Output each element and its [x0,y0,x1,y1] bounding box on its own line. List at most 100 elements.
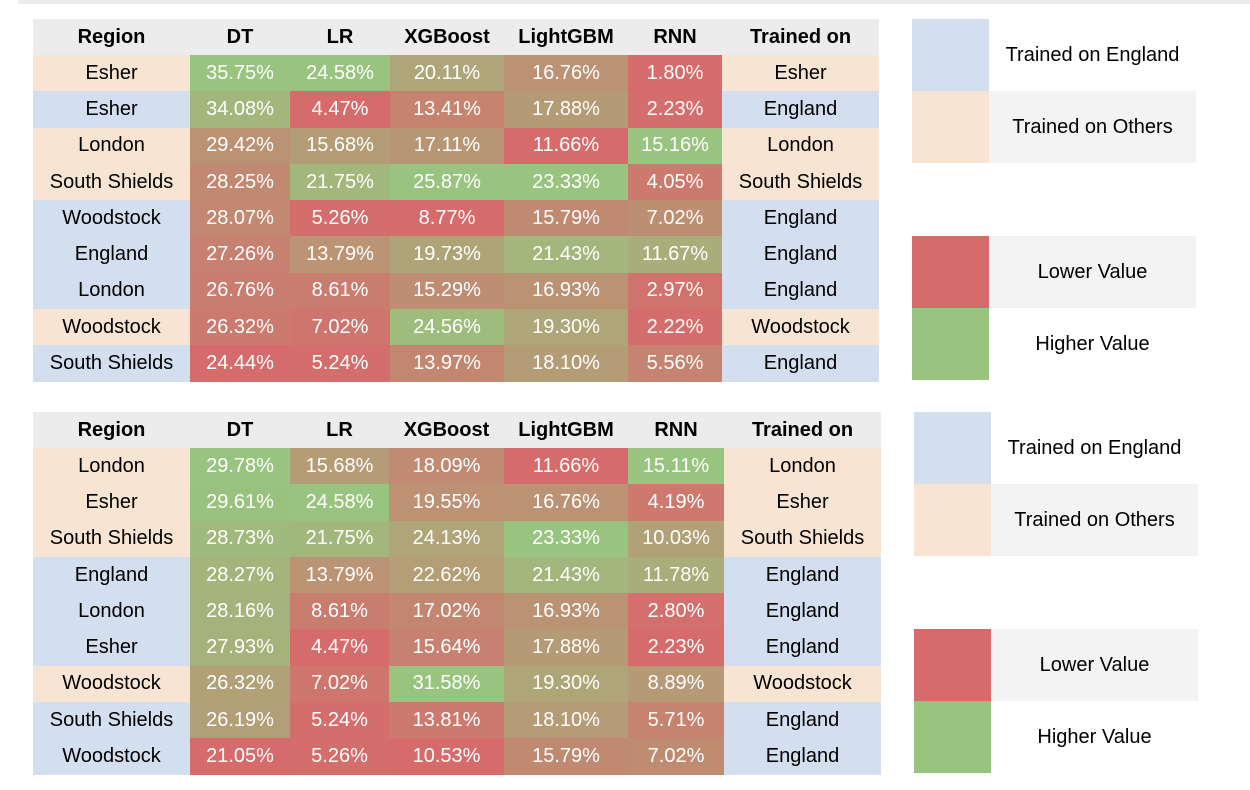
lightgbm-cell: 23.33% [504,520,628,557]
region-cell: Woodstock [33,309,190,346]
rnn-cell: 2.23% [628,91,722,128]
col-header-dt: DT [190,412,290,448]
region-cell: Woodstock [33,665,190,703]
lr-cell: 7.02% [290,665,389,703]
col-header-trained-on: Trained on [722,19,879,55]
region-cell: Esher [33,629,190,666]
table-row: Esher 27.93% 4.47% 15.64% 17.88% 2.23% England [33,629,881,666]
lr-cell: 8.61% [290,593,389,630]
col-header-lr: LR [290,412,389,448]
legend-item-others: Trained on Others [912,91,1196,163]
region-cell: England [33,236,190,273]
table-row: Woodstock 21.05% 5.26% 10.53% 15.79% 7.02% Eng… [33,738,881,775]
rnn-cell: 5.71% [628,702,724,739]
trained-on-cell: England [724,556,881,594]
col-header-rnn: RNN [628,19,722,55]
region-cell: London [33,127,190,164]
table-row: Woodstock 26.32% 7.02% 24.56% 19.30% 2.22% Woo… [33,309,879,346]
dt-cell: 24.44% [190,345,290,382]
lightgbm-cell: 15.79% [504,200,628,237]
dt-cell: 27.26% [190,236,290,273]
xgboost-cell: 19.55% [389,484,504,521]
lightgbm-cell: 15.79% [504,738,628,775]
legend-item-low: Lower Value [914,629,1198,701]
lr-cell: 13.79% [290,236,390,273]
region-cell: London [33,272,190,310]
lightgbm-cell: 16.76% [504,55,628,92]
trained-on-cell: England [722,345,879,382]
dt-cell: 29.42% [190,127,290,164]
lightgbm-cell: 19.30% [504,309,628,346]
lightgbm-cell: 18.10% [504,345,628,382]
table-row: England 28.27% 13.79% 22.62% 21.43% 11.78% Eng… [33,556,881,594]
trained-on-cell: London [722,127,879,164]
rnn-cell: 10.03% [628,520,724,557]
trained-on-cell: England [722,91,879,128]
col-header-region: Region [33,19,190,55]
rnn-cell: 15.11% [628,448,724,485]
region-cell: South Shields [33,702,190,739]
rnn-cell: 1.80% [628,55,722,92]
xgboost-cell: 13.41% [390,91,504,128]
rnn-cell: 2.97% [628,272,722,310]
table-row: Woodstock 26.32% 7.02% 31.58% 19.30% 8.89% Woo… [33,665,881,703]
results-table-top: Region DT LR XGBoost LightGBM RNN Traine… [33,19,879,382]
england-swatch [912,19,989,91]
dt-cell: 29.61% [190,484,290,521]
table-row: Esher 35.75% 24.58% 20.11% 16.76% 1.80% Esher [33,55,879,92]
lightgbm-cell: 18.10% [504,702,628,739]
low-swatch [912,236,989,308]
lr-cell: 24.58% [290,484,389,521]
legend-label-high: Higher Value [1037,725,1152,748]
region-cell: London [33,448,190,485]
rnn-cell: 2.22% [628,309,722,346]
xgboost-cell: 17.11% [390,127,504,164]
trained-on-cell: London [724,448,881,485]
col-header-dt: DT [190,19,290,55]
results-table-bottom: Region DT LR XGBoost LightGBM RNN Traine… [33,412,881,775]
xgboost-cell: 20.11% [390,55,504,92]
trained-on-cell: South Shields [722,163,879,201]
xgboost-cell: 15.64% [389,629,504,666]
lr-cell: 13.79% [290,556,389,594]
lightgbm-cell: 17.88% [504,629,628,666]
legend-top: Trained on England Trained on Others Low… [912,19,1196,381]
region-cell: Esher [33,91,190,128]
trained-on-cell: Esher [722,55,879,92]
xgboost-cell: 8.77% [390,200,504,237]
region-cell: Esher [33,55,190,92]
header-row: Region DT LR XGBoost LightGBM RNN Traine… [33,412,881,448]
lightgbm-cell: 21.43% [504,556,628,594]
trained-on-cell: Woodstock [722,309,879,346]
legend-label-england: Trained on England [1007,436,1182,459]
rnn-cell: 8.89% [628,665,724,703]
legend-label-low: Lower Value [991,629,1198,701]
lr-cell: 21.75% [290,520,389,557]
lr-cell: 7.02% [290,309,390,346]
lr-cell: 8.61% [290,272,390,310]
region-cell: London [33,593,190,630]
legend-item-low: Lower Value [912,236,1196,308]
dt-cell: 28.73% [190,520,290,557]
lightgbm-cell: 21.43% [504,236,628,273]
xgboost-cell: 13.97% [390,345,504,382]
region-cell: Woodstock [33,738,190,775]
col-header-xgboost: XGBoost [390,19,504,55]
others-swatch [912,91,989,163]
legend-item-others: Trained on Others [914,484,1198,556]
xgboost-cell: 19.73% [390,236,504,273]
col-header-region: Region [33,412,190,448]
trained-on-cell: England [722,200,879,237]
xgboost-cell: 24.56% [390,309,504,346]
col-header-xgboost: XGBoost [389,412,504,448]
xgboost-cell: 24.13% [389,520,504,557]
legend-label-england: Trained on England [1005,43,1180,66]
table-row: South Shields 24.44% 5.24% 13.97% 18.10% 5.56… [33,345,879,382]
top-divider [18,0,1250,4]
xgboost-cell: 25.87% [390,163,504,201]
dt-cell: 35.75% [190,55,290,92]
dt-cell: 27.93% [190,629,290,666]
trained-on-cell: England [724,629,881,666]
region-cell: Esher [33,484,190,521]
dt-cell: 26.19% [190,702,290,739]
